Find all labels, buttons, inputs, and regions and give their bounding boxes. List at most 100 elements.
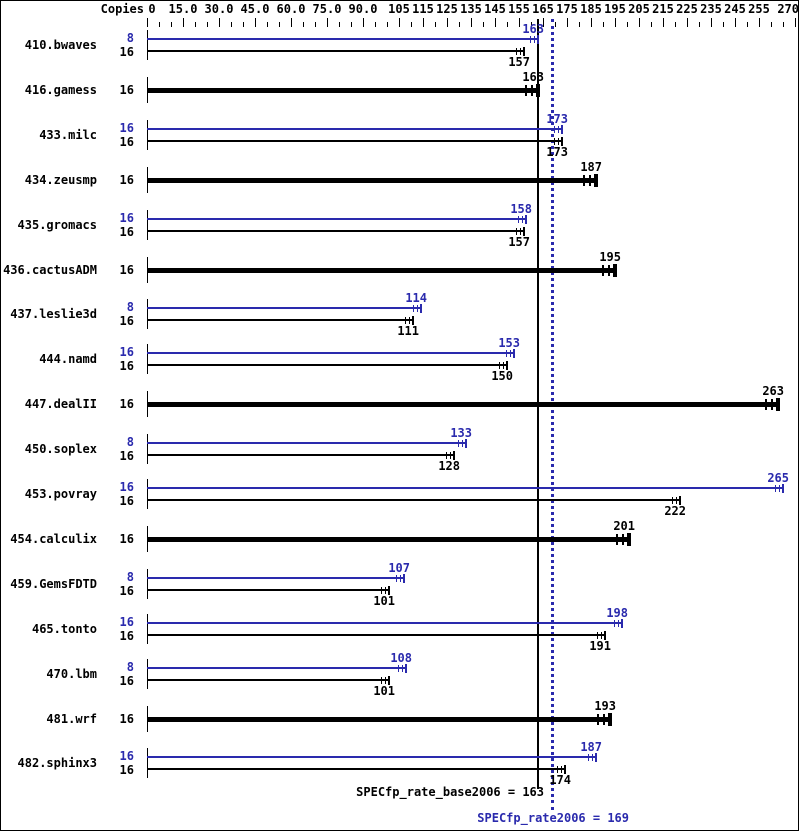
- base-bar: [147, 230, 524, 232]
- run-tick: [534, 36, 535, 43]
- run-tick: [458, 440, 459, 447]
- bar-value-label: 163: [522, 22, 544, 36]
- copies-value: 16: [119, 494, 134, 508]
- axis-minor-tick: [243, 22, 244, 27]
- run-tick: [561, 766, 562, 773]
- copies-value: 16: [119, 314, 134, 328]
- copies-value: 8: [126, 31, 134, 45]
- axis-tick-label: 90.0: [348, 2, 378, 16]
- base-bar: [147, 499, 680, 501]
- axis-minor-tick: [783, 22, 784, 27]
- group-axis-segment: [147, 479, 148, 509]
- bar-end-cap: [523, 47, 525, 56]
- run-tick: [506, 350, 507, 357]
- run-tick: [558, 126, 559, 133]
- axis-major-tick: [615, 18, 616, 27]
- bar-value-label: 187: [580, 740, 602, 754]
- bar-end-cap: [608, 713, 612, 726]
- run-tick: [588, 754, 589, 761]
- base-bar: [147, 268, 615, 273]
- axis-major-tick: [291, 18, 292, 27]
- benchmark-label: 482.sphinx3: [17, 756, 97, 770]
- bar-end-cap: [613, 264, 617, 277]
- axis-minor-tick: [483, 22, 484, 27]
- axis-tick-label: 185: [580, 2, 602, 16]
- copies-value: 16: [119, 532, 134, 546]
- run-tick: [398, 665, 399, 672]
- axis-minor-tick: [351, 22, 352, 27]
- run-tick: [400, 575, 401, 582]
- bar-end-cap: [536, 84, 540, 97]
- axis-major-tick: [147, 18, 148, 27]
- bar-value-label: 158: [510, 202, 532, 216]
- axis-minor-tick: [747, 22, 748, 27]
- copies-value: 16: [119, 211, 134, 225]
- axis-tick-label: 225: [676, 2, 698, 16]
- bar-end-cap: [420, 304, 422, 313]
- bar-value-label: 101: [373, 684, 395, 698]
- copies-value: 16: [119, 135, 134, 149]
- axis-tick-label: 105: [388, 2, 410, 16]
- run-tick: [603, 714, 605, 725]
- bar-value-label: 153: [498, 336, 520, 350]
- run-tick: [554, 126, 555, 133]
- copies-value: 16: [119, 397, 134, 411]
- benchmark-label: 435.gromacs: [17, 218, 97, 232]
- peak-bar: [147, 667, 406, 669]
- bar-end-cap: [465, 439, 467, 448]
- run-tick: [622, 534, 624, 545]
- run-tick: [616, 534, 618, 545]
- bar-value-label: 101: [373, 594, 395, 608]
- bar-end-cap: [679, 496, 681, 505]
- benchmark-label: 436.cactusADM: [3, 263, 97, 277]
- run-tick: [522, 216, 523, 223]
- axis-major-tick: [759, 18, 760, 27]
- axis-minor-tick: [723, 22, 724, 27]
- axis-major-tick: [399, 18, 400, 27]
- axis-minor-tick: [411, 22, 412, 27]
- run-tick: [672, 497, 673, 504]
- bar-end-cap: [506, 361, 508, 370]
- axis-minor-tick: [207, 22, 208, 27]
- run-tick: [413, 305, 414, 312]
- peak-bar: [147, 307, 421, 309]
- run-tick: [520, 48, 521, 55]
- bar-end-cap: [561, 137, 563, 146]
- base-bar: [147, 537, 629, 542]
- axis-minor-tick: [171, 22, 172, 27]
- peak-mean-line: [551, 19, 554, 810]
- axis-minor-tick: [387, 22, 388, 27]
- bar-value-label: 195: [599, 250, 621, 264]
- benchmark-label: 437.leslie3d: [10, 307, 97, 321]
- base-bar: [147, 717, 610, 722]
- benchmark-label: 450.soplex: [24, 442, 97, 456]
- bar-end-cap: [627, 533, 631, 546]
- copies-value: 16: [119, 449, 134, 463]
- axis-minor-tick: [459, 22, 460, 27]
- copies-value: 8: [126, 660, 134, 674]
- copies-value: 16: [119, 45, 134, 59]
- bar-value-label: 265: [767, 471, 789, 485]
- peak-bar: [147, 487, 783, 489]
- axis-major-tick: [735, 18, 736, 27]
- group-axis-segment: [147, 299, 148, 329]
- peak-bar: [147, 622, 622, 624]
- run-tick: [602, 265, 604, 276]
- run-tick: [516, 228, 517, 235]
- group-axis-segment: [147, 748, 148, 778]
- benchmark-label: 416.gamess: [24, 83, 97, 97]
- benchmark-label: 447.dealII: [24, 397, 97, 411]
- copies-column-header: Copies: [100, 2, 144, 16]
- copies-value: 16: [119, 225, 134, 239]
- bar-end-cap: [388, 676, 390, 685]
- group-axis-segment: [147, 120, 148, 150]
- base-mean-label: SPECfp_rate_base2006 = 163: [356, 785, 544, 799]
- axis-tick-label: 270: [777, 2, 799, 16]
- axis-tick-label: 155: [508, 2, 530, 16]
- axis-tick-label: 0: [148, 2, 156, 16]
- bar-end-cap: [405, 664, 407, 673]
- copies-value: 16: [119, 83, 134, 97]
- axis-minor-tick: [195, 22, 196, 27]
- bar-value-label: 128: [438, 459, 460, 473]
- bar-end-cap: [523, 227, 525, 236]
